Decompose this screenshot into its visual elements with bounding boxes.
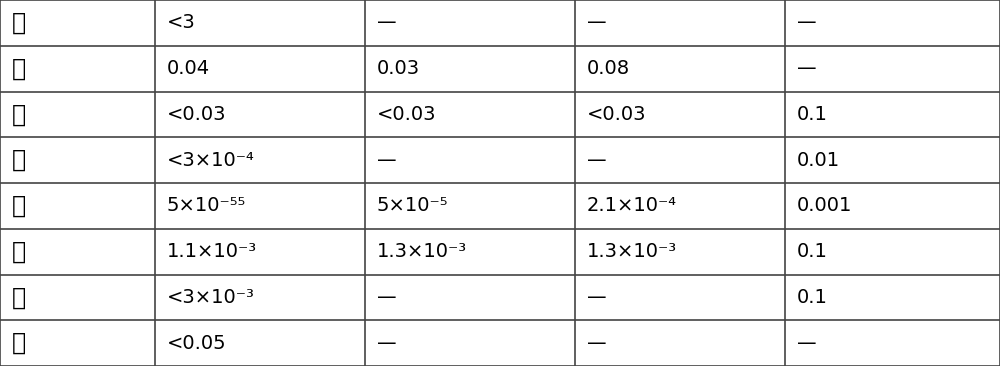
Text: 铜: 铜 <box>12 11 26 35</box>
Text: <0.03: <0.03 <box>377 105 436 124</box>
Text: —: — <box>587 288 607 307</box>
Text: —: — <box>377 151 397 169</box>
Text: 0.01: 0.01 <box>797 151 840 169</box>
Text: 汞: 汞 <box>12 194 26 218</box>
Text: <3: <3 <box>167 14 196 32</box>
Text: 1.1×10⁻³: 1.1×10⁻³ <box>167 242 257 261</box>
Text: <0.03: <0.03 <box>167 105 226 124</box>
Text: 0.03: 0.03 <box>377 59 420 78</box>
Text: <3×10⁻³: <3×10⁻³ <box>167 288 255 307</box>
Text: 0.08: 0.08 <box>587 59 630 78</box>
Text: 镜: 镜 <box>12 148 26 172</box>
Text: —: — <box>797 14 817 32</box>
Text: <0.03: <0.03 <box>587 105 646 124</box>
Text: —: — <box>797 59 817 78</box>
Text: —: — <box>587 334 607 352</box>
Text: —: — <box>377 288 397 307</box>
Text: 础: 础 <box>12 240 26 264</box>
Text: 0.1: 0.1 <box>797 105 828 124</box>
Text: 5×10⁻⁵: 5×10⁻⁵ <box>377 197 448 215</box>
Text: 2.1×10⁻⁴: 2.1×10⁻⁴ <box>587 197 677 215</box>
Text: 1.3×10⁻³: 1.3×10⁻³ <box>377 242 467 261</box>
Text: —: — <box>797 334 817 352</box>
Text: —: — <box>587 14 607 32</box>
Text: 0.1: 0.1 <box>797 288 828 307</box>
Text: 0.1: 0.1 <box>797 242 828 261</box>
Text: 锨: 锨 <box>12 57 26 81</box>
Text: 醆: 醆 <box>12 102 26 126</box>
Text: 镁: 镁 <box>12 331 26 355</box>
Text: —: — <box>377 334 397 352</box>
Text: —: — <box>587 151 607 169</box>
Text: <3×10⁻⁴: <3×10⁻⁴ <box>167 151 255 169</box>
Text: 5×10⁻⁵⁵: 5×10⁻⁵⁵ <box>167 197 246 215</box>
Text: —: — <box>377 14 397 32</box>
Text: 铅: 铅 <box>12 285 26 309</box>
Text: 1.3×10⁻³: 1.3×10⁻³ <box>587 242 677 261</box>
Text: <0.05: <0.05 <box>167 334 227 352</box>
Text: 0.001: 0.001 <box>797 197 852 215</box>
Text: 0.04: 0.04 <box>167 59 210 78</box>
